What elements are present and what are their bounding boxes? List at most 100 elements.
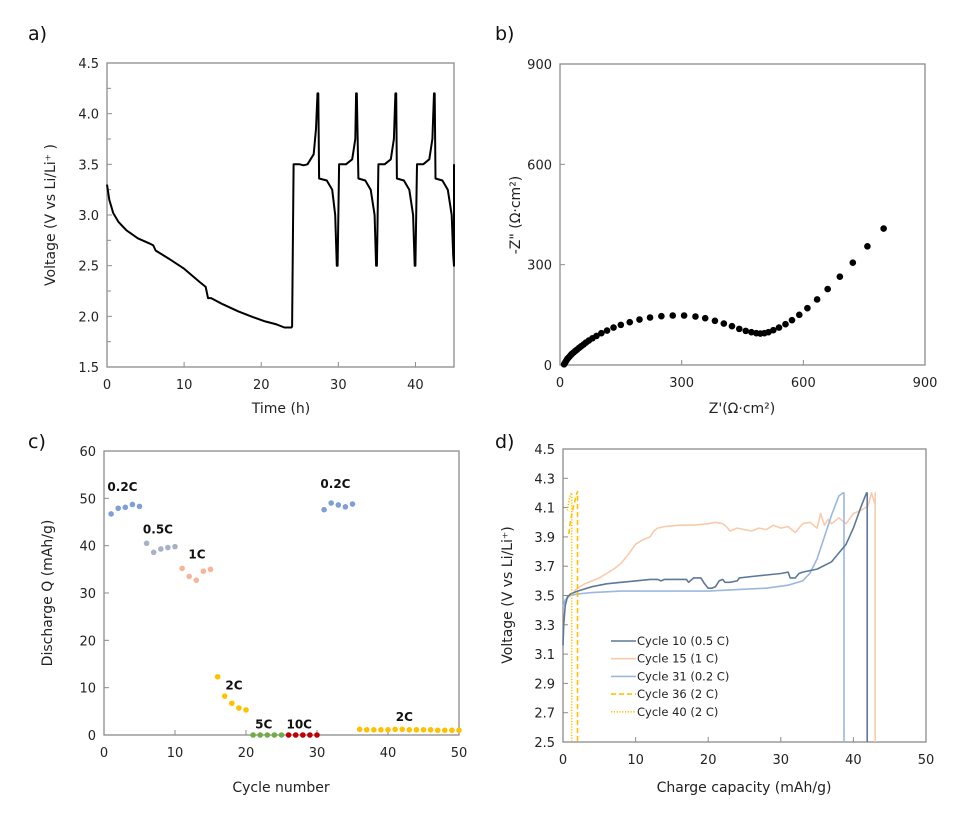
panel-b-data-point: [669, 312, 677, 319]
panel-b-data-point: [849, 259, 857, 266]
panel-c-rate-label-2C-long: 2C: [396, 710, 413, 724]
panel-b-data-point: [711, 317, 719, 325]
panel-label-b: b): [495, 23, 514, 45]
panel-c-point-2C-long: [456, 727, 462, 734]
panel-c-point-1C: [207, 566, 214, 573]
panel-b-data-point: [610, 324, 617, 331]
panel-b-data-point: [603, 327, 611, 334]
panel-d-ytick-label: 4.3: [534, 472, 555, 487]
panel-c-point-2C-long: [427, 726, 434, 733]
panel-d-ytick-label: 2.5: [534, 736, 555, 751]
panel-d-legend: Cycle 10 (0.5 C) Cycle 15 (1 C) Cycle 31 (…: [611, 634, 729, 719]
panel-b-data-point: [720, 320, 728, 327]
panel-a-ytick-label: 2.5: [78, 260, 99, 275]
panel-a-xtick-label: 10: [176, 378, 193, 393]
panel-c-point-10C: [300, 732, 306, 738]
panel-d-xlabel: Charge capacity (mAh/g): [657, 780, 832, 796]
panel-c-point-1C: [186, 573, 192, 580]
panel-b-xtick-label: 300: [669, 376, 694, 391]
panel-b-data-point: [593, 332, 600, 340]
panel-c-point-2C-long: [449, 727, 455, 734]
panel-b-data-point: [788, 316, 796, 324]
panel-d-ytick-label: 2.9: [534, 677, 555, 692]
panel-c-point-1C: [193, 577, 200, 584]
panel-d-ytick-label: 4.1: [534, 502, 555, 517]
panel-b-data-point: [692, 313, 699, 320]
panel-c-point-2C-long: [356, 726, 363, 733]
panel-c-ytick-label: 20: [79, 634, 96, 649]
panel-c-ytick-label: 60: [79, 445, 96, 460]
panel-a-ytick-label: 2.0: [78, 310, 99, 325]
panel-d-ytick-label: 3.3: [534, 619, 555, 634]
panel-b-data-point: [880, 225, 887, 232]
panel-b-data-point: [617, 321, 625, 329]
panel-d-ytick-label: 2.7: [534, 707, 555, 722]
panel-d-xtick-label: 0: [559, 753, 567, 768]
panel-b-data-point: [680, 312, 688, 319]
panel-d-xtick-label: 50: [918, 753, 935, 768]
panel-c-point-0.5C: [158, 546, 164, 552]
panel-c-point-2C: [229, 700, 235, 707]
panel-c-point-0.2C: [129, 501, 136, 508]
panel-c-point-0.2C: [115, 505, 121, 512]
panel-c-point-5C: [271, 732, 278, 738]
panel-c-point-2C-long: [363, 726, 370, 733]
panel-c-point-0.2C-recovery: [342, 504, 349, 510]
panel-c-point-0.5C: [150, 549, 157, 556]
panel-d-series-cycle-31-0-2-c-: [562, 492, 845, 742]
panel-b-data-point: [658, 312, 665, 320]
panel-c-point-2C-long: [434, 727, 441, 734]
panel-c-point-2C: [236, 705, 242, 711]
panel-c-xtick-label: 30: [309, 746, 326, 761]
panel-c-point-5C: [264, 732, 271, 738]
panel-label-a: a): [28, 23, 47, 45]
panel-c-point-2C-long: [378, 726, 384, 733]
panel-c-point-2C-long: [385, 726, 391, 733]
panel-c-rate-label-10C: 10C: [286, 717, 312, 731]
panel-c-point-5C: [250, 732, 256, 738]
panel-a-ytick-label: 3.5: [78, 158, 99, 173]
panel-b-data-point: [795, 311, 803, 319]
panel-a-series-voltage: [106, 92, 455, 329]
legend-label: Cycle 10 (0.5 C): [637, 634, 729, 648]
panel-a-xlabel: Time (h): [251, 401, 311, 417]
panel-a-xtick-label: 30: [330, 378, 347, 393]
panel-c-point-0.5C: [172, 543, 178, 550]
panel-b-data-point: [646, 314, 654, 321]
legend-label: Cycle 15 (1 C): [637, 652, 718, 666]
panel-c-point-0.2C: [108, 511, 114, 517]
panel-b-data-point: [626, 318, 634, 326]
panel-d-xtick-label: 30: [773, 753, 790, 768]
panel-d-series-cycle-36-2-c-: [568, 490, 579, 742]
panel-c-xtick-label: 0: [100, 746, 108, 761]
panel-c-plot-frame: [103, 450, 460, 736]
panel-b-data-point: [598, 329, 605, 337]
panel-c-point-0.2C: [122, 504, 129, 511]
panel-b-data-point: [735, 325, 743, 333]
panel-a-xtick-label: 20: [253, 378, 270, 393]
panel-b-xtick-label: 0: [556, 376, 564, 391]
panel-c-rate-label-0.5C: 0.5C: [143, 522, 173, 536]
panel-c-point-2C: [221, 693, 228, 699]
panel-c-xtick-label: 40: [380, 746, 397, 761]
panel-c-rate-label-0.2C-recovery: 0.2C: [320, 477, 350, 491]
panel-c-rate-label-0.2C: 0.2C: [107, 480, 137, 494]
panel-c-point-2C: [214, 673, 221, 680]
panel-c-point-2C-long: [406, 726, 413, 733]
panel-b-data-point: [836, 273, 844, 281]
panel-d-ytick-label: 3.5: [534, 590, 555, 605]
panel-c-point-10C: [285, 732, 292, 738]
panel-b-plot-frame: [559, 63, 926, 366]
panel-b-data-point: [775, 324, 783, 331]
panel-a-xtick-label: 40: [407, 378, 424, 393]
panel-c-point-5C: [278, 732, 285, 738]
panel-d-ytick-label: 3.1: [534, 648, 555, 663]
panel-c-point-2C: [243, 707, 249, 713]
panel-c-xtick-label: 10: [167, 746, 184, 761]
panel-c-ytick-label: 0: [88, 729, 96, 744]
panel-c-point-1C: [179, 565, 185, 572]
panel-d-series-cycle-40-2-c-: [566, 492, 573, 742]
panel-b-xlabel: Z'(Ω·cm²): [709, 401, 775, 417]
panel-c-point-0.5C: [165, 544, 171, 551]
